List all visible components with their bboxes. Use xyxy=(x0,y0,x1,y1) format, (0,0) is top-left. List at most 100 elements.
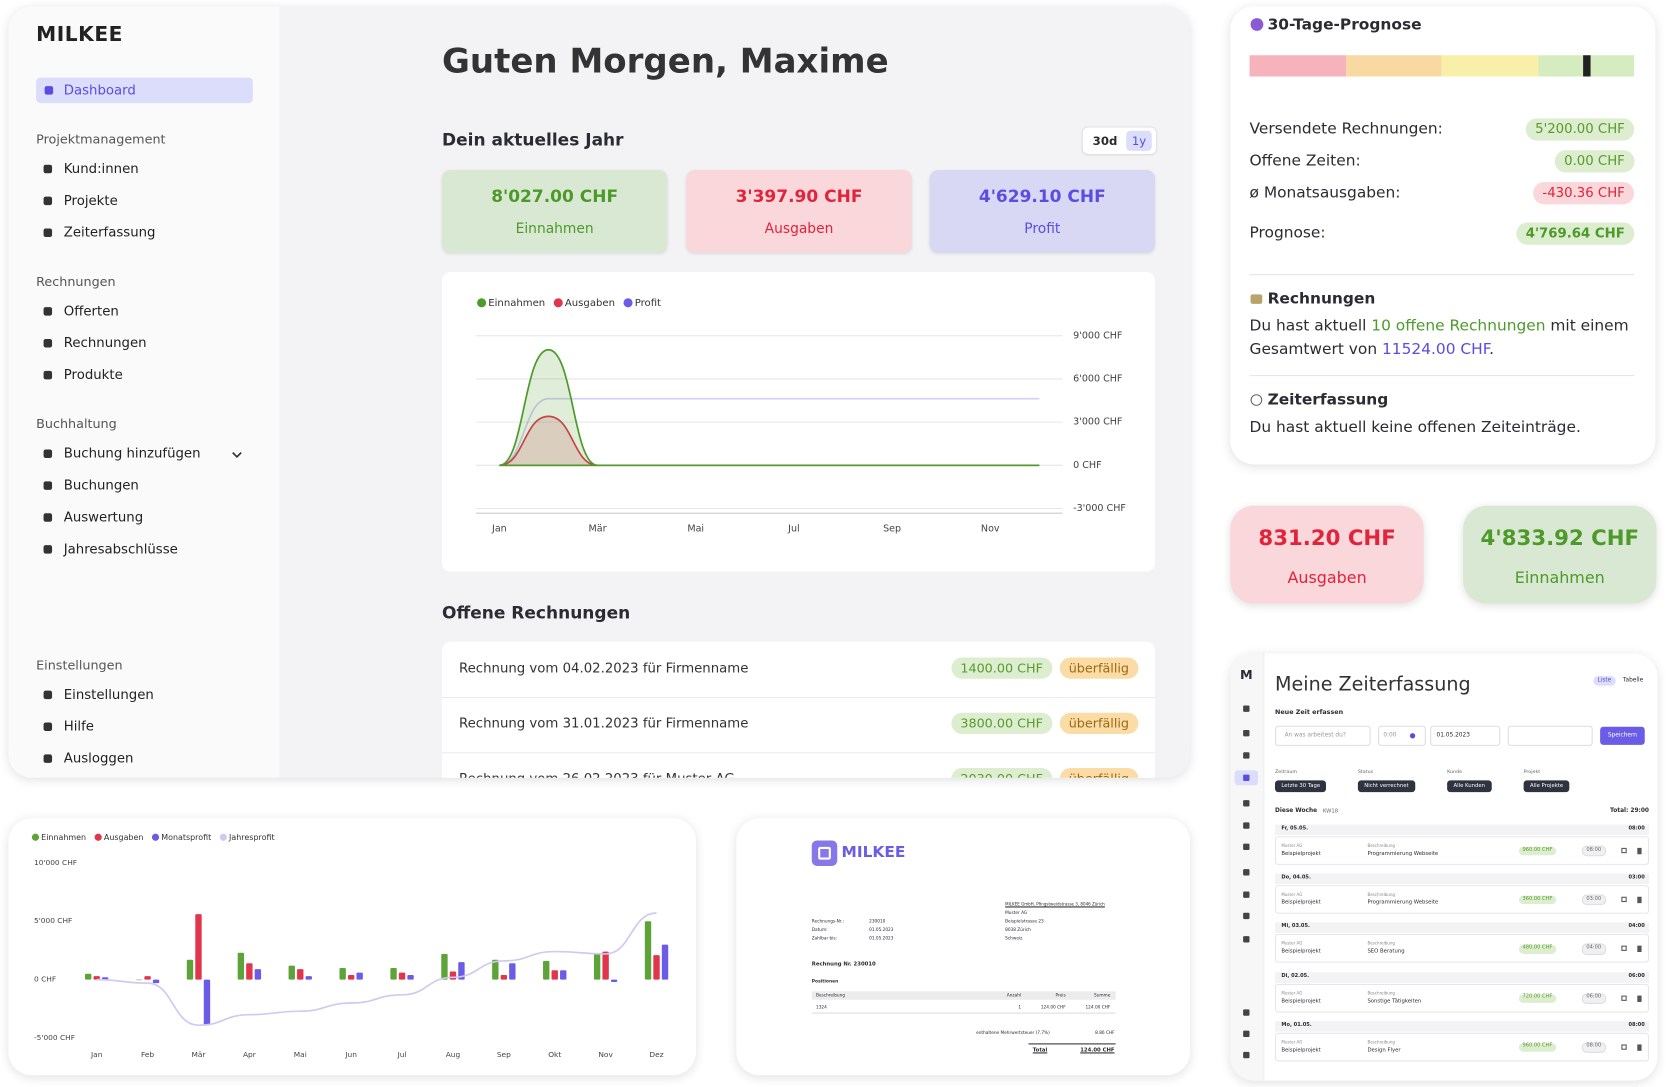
entry-project: Beispielprojekt xyxy=(1281,948,1321,956)
day-date: Mi, 03.05. xyxy=(1281,924,1310,930)
entry-box xyxy=(1275,885,1649,914)
day-hours: 08:00 xyxy=(1628,1022,1645,1028)
nav-item[interactable]: Auswertung xyxy=(63,508,144,525)
stat-card: 4'833.92 CHF Einnahmen xyxy=(1463,505,1657,604)
brand-icon xyxy=(811,840,838,866)
nav-item[interactable]: Zeiterfassung xyxy=(63,223,156,240)
entry-desc: Programmierung Webseite xyxy=(1367,899,1439,906)
date-input: 01.05.2023 xyxy=(1436,731,1470,739)
edit-icon[interactable] xyxy=(1621,847,1627,854)
table-cell: 124.00 CHF xyxy=(1040,1004,1066,1010)
stat-value: 831.20 CHF xyxy=(1258,524,1396,551)
doc-heading: Rechnung Nr. 230010 xyxy=(811,961,876,968)
day-hours: 06:00 xyxy=(1628,973,1645,979)
nav-item[interactable]: Produkte xyxy=(63,366,123,383)
entry-duration: 04:00 xyxy=(1581,943,1606,955)
mini-nav-icon xyxy=(1243,1030,1250,1037)
brand: MILKEE xyxy=(36,22,124,47)
input-box xyxy=(1507,725,1593,746)
invoice-text[interactable]: Rechnung vom 26.02.2023 für Muster AG xyxy=(459,772,735,778)
mini-nav-icon xyxy=(1243,800,1250,807)
invoice-amount: 3800.00 CHF xyxy=(951,712,1052,735)
doc-address: Beispielstrasse 23 xyxy=(1005,918,1044,924)
entry-amount: 720.00 CHF xyxy=(1518,993,1556,1003)
nav-item[interactable]: Jahresabschlüsse xyxy=(63,540,178,557)
toggle-option[interactable]: 30d xyxy=(1092,133,1118,148)
nav-item[interactable]: Rechnungen xyxy=(63,334,147,351)
forecast-label: Offene Zeiten: xyxy=(1249,152,1361,170)
delete-icon[interactable] xyxy=(1637,847,1642,855)
entry-customer: Muster AG xyxy=(1281,1039,1303,1045)
edit-icon[interactable] xyxy=(1621,995,1627,1001)
mini-nav-icon xyxy=(1243,912,1250,920)
save-button[interactable]: Speichern xyxy=(1600,726,1645,745)
doc-meta-value: 01.05.2023 xyxy=(869,926,894,932)
sidebar: MILKEE Dashboard Projektmanagement Kund:inn… xyxy=(8,6,280,778)
invoice-preview-card: MILKEE MILKEE GmbH, Pfingstweidstrasse 3,… xyxy=(736,818,1190,1076)
summary-text: mit einem Gesamtwert von xyxy=(1249,317,1629,358)
money-icon xyxy=(1250,294,1263,304)
nav-icon xyxy=(43,545,53,554)
row-divider xyxy=(442,752,1155,754)
nav-item[interactable]: Ausloggen xyxy=(63,749,134,766)
delete-icon[interactable] xyxy=(1637,995,1642,1002)
entry-customer: Muster AG xyxy=(1281,989,1303,996)
nav-group-title: Einstellungen xyxy=(36,657,123,673)
edit-icon[interactable] xyxy=(1621,896,1627,903)
nav-item[interactable]: Projekte xyxy=(63,192,118,208)
row-divider xyxy=(442,697,1155,699)
entry-desc-label: Beschreibung xyxy=(1367,940,1395,947)
entry-desc-label: Beschreibung xyxy=(1367,989,1395,996)
day-date: Do, 04.05. xyxy=(1281,875,1311,881)
table-cell: 124.00 CHF xyxy=(1085,1004,1111,1010)
nav-item[interactable]: Buchungen xyxy=(63,476,139,493)
filter-label: Zeitraum xyxy=(1275,770,1298,776)
day-header xyxy=(1275,971,1649,983)
nav-icon xyxy=(43,164,53,174)
day-hours: 04:00 xyxy=(1628,924,1645,930)
nav-item[interactable]: Kund:innen xyxy=(63,160,139,177)
stat-value: 4'833.92 CHF xyxy=(1480,524,1640,551)
nav-item[interactable]: Einstellungen xyxy=(63,686,154,703)
forecast-card: 30-Tage-Prognose Versendete Rechnungen: 5'… xyxy=(1230,6,1656,465)
summary-text: Du hast aktuell xyxy=(1249,317,1367,335)
mini-sidebar xyxy=(1230,653,1265,1081)
nav-item-active[interactable]: Dashboard xyxy=(36,77,253,104)
invoice-text[interactable]: Rechnung vom 31.01.2023 für Firmenname xyxy=(459,714,749,731)
toggle-option[interactable]: 1y xyxy=(1131,133,1147,148)
forecast-value: 4'769.64 CHF xyxy=(1516,222,1635,246)
nav-icon xyxy=(43,481,53,490)
entry-box xyxy=(1275,934,1649,964)
edit-icon[interactable] xyxy=(1621,946,1627,952)
table-cell: 1 xyxy=(1018,1004,1022,1010)
invoice-text[interactable]: Rechnung vom 04.02.2023 für Firmenname xyxy=(459,659,749,676)
delete-icon[interactable] xyxy=(1637,896,1642,904)
entry-amount: 960.00 CHF xyxy=(1518,1043,1556,1052)
delete-icon[interactable] xyxy=(1637,1044,1642,1051)
mini-nav-icon xyxy=(1243,705,1250,712)
chevron-icon[interactable] xyxy=(232,451,243,460)
summary-total: 11524.00 CHF xyxy=(1381,340,1490,358)
entry-customer: Muster AG xyxy=(1281,940,1303,947)
nav-item[interactable]: Hilfe xyxy=(63,717,94,734)
entry-desc: SEO Beratung xyxy=(1367,948,1405,956)
delete-icon[interactable] xyxy=(1637,946,1642,953)
total-rule xyxy=(1028,1043,1116,1045)
kpi-label: Ausgaben xyxy=(764,221,834,238)
filter-label: Status xyxy=(1357,770,1374,776)
entry-duration: 06:00 xyxy=(1581,992,1606,1004)
nav-item[interactable]: Buchung hinzufügen xyxy=(63,444,201,461)
edit-icon[interactable] xyxy=(1621,1044,1627,1050)
invoice-amount: 2030.00 CHF xyxy=(951,767,1052,778)
kpi-value: 8'027.00 CHF xyxy=(491,185,619,207)
view-tab[interactable]: Tabelle xyxy=(1622,677,1644,684)
entry-desc-label: Beschreibung xyxy=(1367,1039,1395,1045)
entry-amount: 960.00 CHF xyxy=(1518,846,1556,856)
nav-item[interactable]: Offerten xyxy=(63,302,119,319)
crystal-ball-icon xyxy=(1250,18,1264,31)
forecast-value: -430.36 CHF xyxy=(1533,182,1635,205)
invoice-list: Rechnung vom 04.02.2023 für Firmenname üb… xyxy=(442,641,1155,778)
kpi-card: 8'027.00 CHF Einnahmen xyxy=(442,170,668,253)
play-icon xyxy=(1409,733,1416,739)
week-total: Total: 29:00 xyxy=(1610,807,1649,815)
